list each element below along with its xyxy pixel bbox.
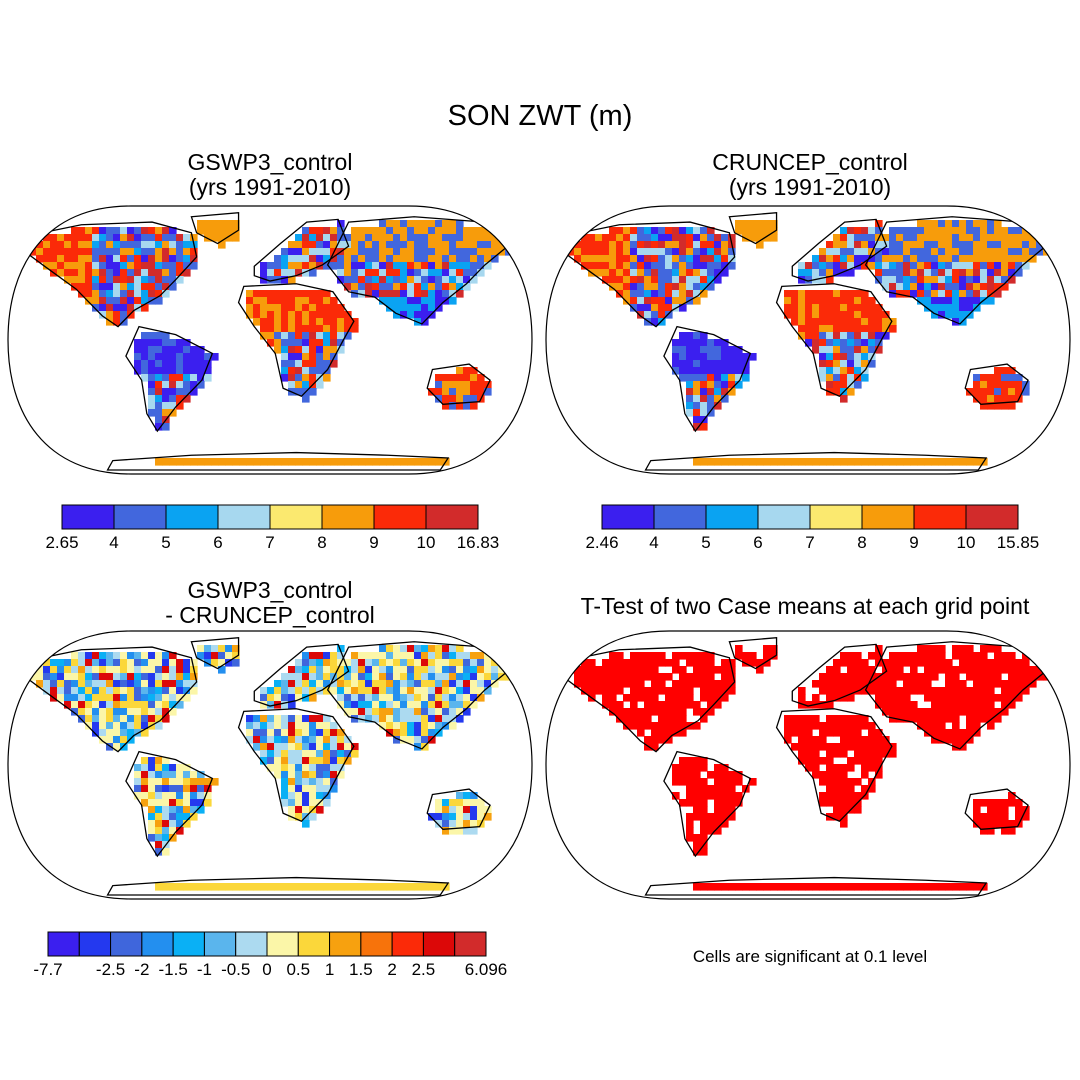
coastlines <box>558 211 1051 471</box>
colorbar-swatch <box>217 504 271 530</box>
colorbar-tick-label: -0.5 <box>221 960 250 979</box>
colorbar-tick-label: 8 <box>857 533 866 552</box>
map-panel-3 <box>7 630 533 900</box>
colorbar-swatch <box>913 504 967 530</box>
colorbar-swatch <box>373 504 427 530</box>
colorbar-tick-label: 7 <box>805 533 814 552</box>
colorbar-swatch <box>110 931 143 957</box>
colorbar-swatch <box>297 931 331 957</box>
colorbar-tick-label: 8 <box>317 533 326 552</box>
colorbar-tick-label: 0 <box>262 960 271 979</box>
colorbar-tick-label: -1.5 <box>158 960 187 979</box>
colorbar-swatch <box>47 931 80 957</box>
colorbar-tick-label: 4 <box>649 533 658 552</box>
colorbar-tick-label: 6.096 <box>465 960 508 979</box>
map-panel-2 <box>545 205 1071 475</box>
colorbar-tick-label: -2 <box>134 960 149 979</box>
coastlines <box>558 636 1051 896</box>
colorbar-swatch <box>113 504 167 530</box>
colorbar-swatch <box>203 931 237 957</box>
map-border <box>545 205 1071 475</box>
colorbar-swatch <box>78 931 112 957</box>
coastlines <box>20 636 513 896</box>
colorbar-swatch <box>965 504 1019 530</box>
colorbar-swatch <box>809 504 863 530</box>
panel-2-title: CRUNCEP_control (yrs 1991-2010) <box>712 149 908 200</box>
colorbar-tick-label: 15.85 <box>997 533 1040 552</box>
panel-1-title: GSWP3_control (yrs 1991-2010) <box>187 149 353 200</box>
map-panel-1 <box>7 205 533 475</box>
colorbar-tick-label: -1 <box>197 960 212 979</box>
colorbar-swatch <box>705 504 759 530</box>
colorbar-2: 2.46 4 5 6 7 8 9 10 15.85 <box>585 504 1040 552</box>
colorbar-tick-label: 9 <box>909 533 918 552</box>
colorbar-tick-label: 16.83 <box>457 533 500 552</box>
colorbar-tick-label: 6 <box>213 533 222 552</box>
colorbar-swatch <box>266 931 299 957</box>
grid-cells <box>22 645 513 891</box>
colorbar-swatch <box>165 504 219 530</box>
colorbar-tick-label: 5 <box>161 533 170 552</box>
significance-note: Cells are significant at 0.1 level <box>692 947 928 966</box>
colorbar-swatch <box>757 504 811 530</box>
grid-cells <box>22 220 513 466</box>
colorbar-swatch <box>422 931 456 957</box>
colorbar-swatch <box>391 931 424 957</box>
colorbar-tick-label: 7 <box>265 533 274 552</box>
colorbar-tick-label: -2.5 <box>96 960 125 979</box>
colorbar-tick-label: -7.7 <box>33 960 62 979</box>
map-border <box>7 205 533 475</box>
colorbar-tick-label: 9 <box>369 533 378 552</box>
colorbar-tick-label: 6 <box>753 533 762 552</box>
colorbar-swatch <box>454 931 487 957</box>
colorbar-tick-label: 0.5 <box>286 960 310 979</box>
colorbar-3: -7.7 -2.5 -2 -1.5 -1 -0.5 0 0.5 1 1.5 2 2.5 6.096 <box>33 931 508 979</box>
colorbar-swatch <box>235 931 268 957</box>
map-border <box>7 630 533 900</box>
grid-cells <box>560 645 1051 891</box>
colorbar-tick-label: 10 <box>417 533 436 552</box>
colorbar-swatch <box>653 504 707 530</box>
colorbar-tick-label: 5 <box>701 533 710 552</box>
colorbar-1: 2.65 4 5 6 7 8 9 10 16.83 <box>45 504 500 552</box>
colorbar-tick-label: 2.65 <box>45 533 78 552</box>
colorbar-swatch <box>360 931 393 957</box>
colorbar-swatch <box>425 504 479 530</box>
colorbar-tick-label: 2 <box>387 960 396 979</box>
colorbar-swatch <box>329 931 362 957</box>
colorbar-swatch <box>61 504 115 530</box>
colorbar-tick-label: 2.5 <box>412 960 436 979</box>
colorbar-swatch <box>601 504 655 530</box>
colorbar-swatch <box>269 504 323 530</box>
colorbar-tick-label: 4 <box>109 533 118 552</box>
colorbar-swatch <box>321 504 375 530</box>
colorbar-swatch <box>172 931 205 957</box>
colorbar-tick-label: 2.46 <box>585 533 618 552</box>
panel-3-title: GSWP3_control - CRUNCEP_control <box>165 577 375 628</box>
colorbar-swatch <box>861 504 915 530</box>
map-border <box>545 630 1071 900</box>
colorbar-swatch <box>141 931 174 957</box>
panel-4-title: T-Test of two Case means at each grid po… <box>580 593 1030 619</box>
colorbar-tick-label: 1.5 <box>349 960 373 979</box>
map-panel-4 <box>545 630 1071 900</box>
coastlines <box>20 211 513 471</box>
figure-title: SON ZWT (m) <box>447 100 633 132</box>
colorbar-tick-label: 1 <box>325 960 334 979</box>
colorbar-tick-label: 10 <box>957 533 976 552</box>
